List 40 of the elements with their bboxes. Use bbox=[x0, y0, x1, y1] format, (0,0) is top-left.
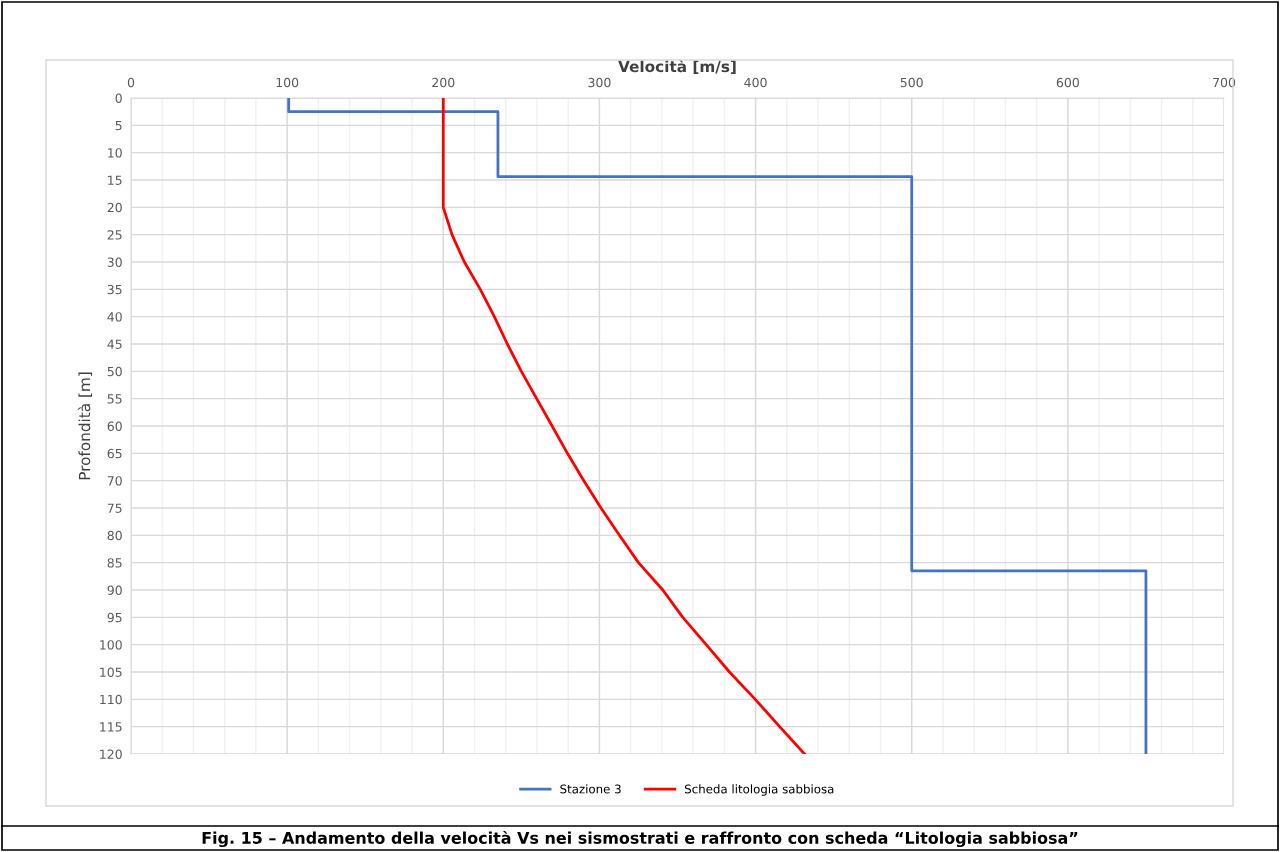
line-series bbox=[441, 98, 806, 754]
y-tick-label: 20 bbox=[107, 202, 122, 213]
y-tick-label: 115 bbox=[100, 722, 122, 732]
y-tick-label: 100 bbox=[100, 640, 122, 650]
y-tick-label: 75 bbox=[107, 503, 122, 513]
y-tick-label: 5 bbox=[115, 120, 122, 131]
x-tick-label: 100 bbox=[276, 77, 299, 88]
y-tick-label: 105 bbox=[100, 667, 122, 677]
y-tick-label: 55 bbox=[107, 394, 122, 404]
legend-label: Stazione 3 bbox=[560, 784, 621, 794]
y-tick-label: 80 bbox=[107, 530, 122, 541]
y-tick-label: 120 bbox=[100, 749, 122, 759]
y-tick-label: 110 bbox=[100, 694, 122, 705]
y-tick-label: 15 bbox=[108, 175, 122, 185]
y-tick-label: 25 bbox=[107, 230, 122, 240]
y-tick-label: 30 bbox=[107, 257, 122, 267]
y-tick-label: 0 bbox=[115, 93, 122, 103]
y-tick-label: 90 bbox=[107, 585, 122, 595]
y-tick-label: 70 bbox=[107, 476, 122, 486]
y-tick-label: 95 bbox=[107, 612, 122, 623]
x-axis-title: Velocità [m/s] bbox=[618, 59, 736, 75]
x-tick-label: 700 bbox=[1213, 77, 1236, 88]
x-tick-label: 0 bbox=[127, 77, 135, 88]
line-series bbox=[287, 98, 1148, 754]
y-tick-label: 35 bbox=[107, 284, 122, 295]
x-tick-label: 600 bbox=[1056, 77, 1079, 88]
y-tick-label: 60 bbox=[107, 421, 122, 431]
y-tick-label: 10 bbox=[108, 148, 122, 158]
y-tick-label: 40 bbox=[107, 312, 122, 322]
x-tick-label: 400 bbox=[744, 77, 767, 88]
x-tick-label: 200 bbox=[432, 77, 455, 88]
caption: Fig. 15 – Andamento della velocità Vs nei sismostrati e raffronto con scheda “Litologia sabbiosa” bbox=[202, 830, 1078, 848]
y-tick-label: 85 bbox=[107, 558, 122, 568]
x-tick-label: 300 bbox=[588, 77, 611, 88]
legend-label: Scheda litologia sabbiosa bbox=[685, 784, 834, 796]
y-tick-label: 50 bbox=[107, 366, 122, 377]
y-axis-title: Profondità [m] bbox=[77, 372, 93, 480]
y-tick-label: 65 bbox=[107, 448, 122, 459]
y-tick-label: 45 bbox=[107, 339, 122, 349]
x-tick-label: 500 bbox=[900, 77, 923, 88]
